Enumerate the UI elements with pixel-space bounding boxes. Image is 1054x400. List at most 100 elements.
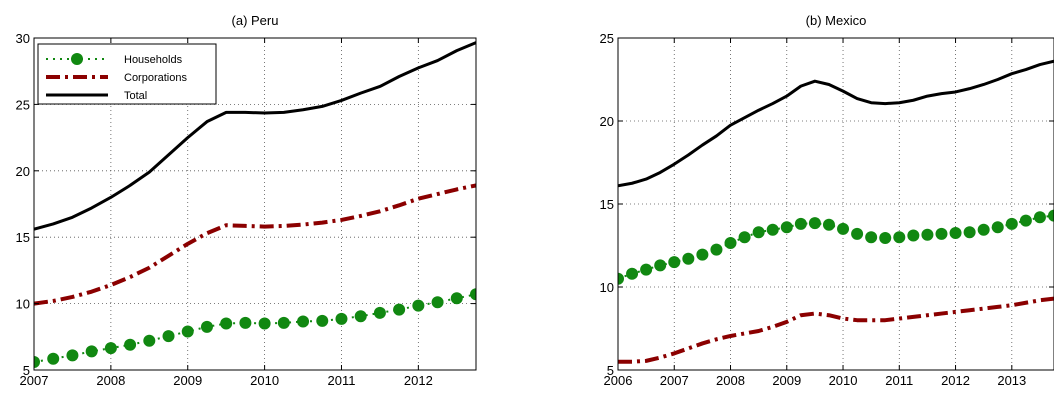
data-point-households <box>837 222 850 235</box>
data-point-households <box>879 232 892 245</box>
data-point-households <box>654 259 667 272</box>
data-point-households <box>794 217 807 230</box>
data-point-households <box>47 352 60 365</box>
x-tick-label: 2007 <box>20 373 49 388</box>
data-point-households <box>766 223 779 236</box>
data-point-households <box>851 227 864 240</box>
series-line-corporations <box>34 183 476 306</box>
data-point-households <box>431 296 444 309</box>
data-point-households <box>220 317 233 330</box>
data-point-households <box>907 229 920 242</box>
chart-title: (a) Peru <box>232 13 279 28</box>
series-layer <box>618 59 1054 364</box>
x-tick-label: 2011 <box>327 373 355 388</box>
data-point-households <box>668 256 681 269</box>
data-point-households <box>865 231 878 244</box>
x-tick-label: 2010 <box>829 373 858 388</box>
x-tick-label: 2009 <box>173 373 202 388</box>
series-layer <box>34 41 476 369</box>
data-point-households <box>200 320 213 333</box>
x-tick-label: 2008 <box>716 373 745 388</box>
data-point-households <box>977 223 990 236</box>
x-tick-label: 2011 <box>885 373 913 388</box>
data-point-households <box>34 356 40 369</box>
y-tick-label: 10 <box>600 280 614 295</box>
data-point-households <box>354 310 367 323</box>
data-point-households <box>143 334 156 347</box>
data-point-households <box>104 342 117 355</box>
data-point-households <box>316 314 329 327</box>
y-tick-label: 25 <box>16 97 30 112</box>
data-point-households <box>893 231 906 244</box>
data-point-households <box>181 325 194 338</box>
x-tick-label: 2009 <box>772 373 801 388</box>
y-tick-label: 5 <box>23 363 30 378</box>
data-point-households <box>450 292 463 305</box>
data-point-households <box>85 345 98 358</box>
x-tick-label: 2013 <box>997 373 1026 388</box>
data-point-households <box>412 299 425 312</box>
series-line-total <box>618 59 1054 188</box>
tick-layer: 2006 2007 2008 2009 2010 2011 2012 2013 5 10 15 20 2… <box>600 31 1054 388</box>
series-line-total <box>34 41 476 231</box>
data-point-households <box>710 243 723 256</box>
data-point-households <box>258 317 271 330</box>
data-point-households <box>66 349 79 362</box>
chart-title: (b) Mexico <box>806 13 867 28</box>
plot-frame <box>33 37 477 371</box>
y-tick-label: 10 <box>16 297 30 312</box>
series-line-households <box>34 293 476 364</box>
y-tick-label: 20 <box>600 114 614 129</box>
chart-panel-mexico: (b) Mexico 2006 2007 2008 2009 2010 2011 2012 2… <box>600 13 1054 388</box>
data-point-households <box>124 338 137 351</box>
legend-entry-total: Total <box>46 90 147 102</box>
series-line-corporations <box>618 296 1054 364</box>
data-point-households <box>808 217 821 230</box>
x-tick-label: 2012 <box>404 373 433 388</box>
x-tick-label: 2012 <box>941 373 970 388</box>
data-point-households <box>935 227 948 240</box>
x-tick-label: 2007 <box>660 373 689 388</box>
data-point-households <box>277 316 290 329</box>
data-point-households <box>335 312 348 325</box>
legend-label-total: Total <box>124 90 147 102</box>
data-point-households <box>162 330 175 343</box>
data-point-households <box>991 221 1004 234</box>
y-tick-label: 25 <box>600 31 614 46</box>
data-point-households <box>239 316 252 329</box>
data-point-households <box>297 315 310 328</box>
data-point-households <box>696 248 709 261</box>
data-point-households <box>682 252 695 265</box>
tick-layer: 2007 2008 2009 2010 2011 2012 5 10 15 20 25 30 <box>16 31 476 388</box>
data-point-households <box>1033 211 1046 224</box>
data-point-households <box>470 288 476 301</box>
y-tick-label: 15 <box>16 230 30 245</box>
data-point-households <box>1048 209 1054 222</box>
y-tick-label: 20 <box>16 164 30 179</box>
data-point-households <box>822 218 835 231</box>
data-point-households <box>373 306 386 319</box>
data-point-households <box>1019 214 1032 227</box>
data-point-households <box>640 263 653 276</box>
x-tick-label: 2008 <box>96 373 125 388</box>
y-tick-label: 5 <box>607 363 614 378</box>
legend: Households Corporations Total <box>37 43 217 105</box>
data-point-households <box>963 226 976 239</box>
chart-panel-peru: (a) Peru 2007 2008 2009 2010 2011 20125101520… <box>16 13 477 388</box>
data-point-households <box>921 228 934 241</box>
legend-entry-households: Households <box>46 53 183 66</box>
y-tick-label: 15 <box>600 197 614 212</box>
x-tick-label: 2010 <box>250 373 279 388</box>
data-point-households <box>1005 217 1018 230</box>
data-point-households <box>949 227 962 240</box>
data-point-households <box>752 226 765 239</box>
y-tick-label: 30 <box>16 31 30 46</box>
legend-marker-households <box>71 53 83 65</box>
legend-label-households: Households <box>124 54 183 66</box>
data-point-households <box>738 231 751 244</box>
legend-label-corporations: Corporations <box>124 72 187 84</box>
data-point-households <box>618 272 624 285</box>
data-point-households <box>724 237 737 250</box>
x-tick-label: 2006 <box>604 373 633 388</box>
